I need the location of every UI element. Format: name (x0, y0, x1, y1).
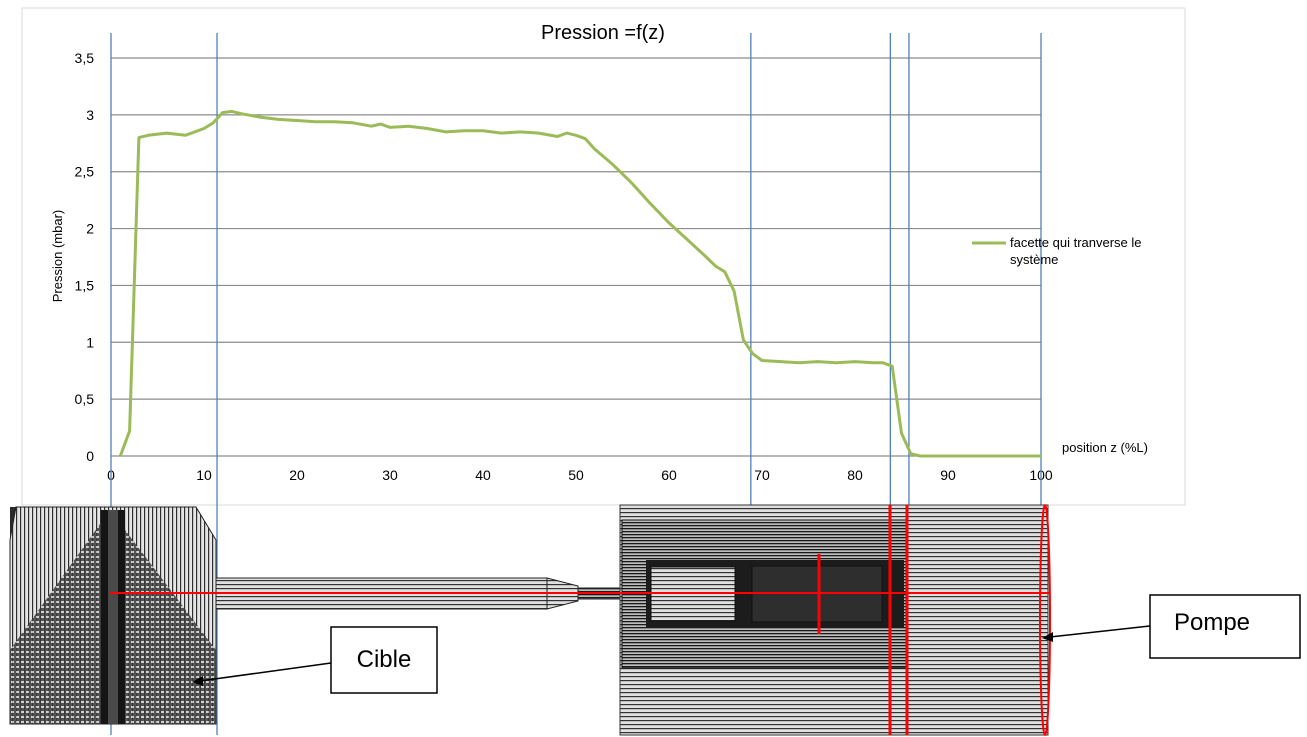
chart-frame (21, 7, 1186, 506)
series-line-facette (118, 109, 1041, 458)
target-callout-box (330, 626, 438, 694)
legend-label: facette qui tranverse le système (1010, 235, 1145, 267)
x-tick-label: 60 (661, 467, 677, 483)
y-tick-label: 2 (86, 221, 94, 237)
pump-arrowhead (1042, 632, 1053, 642)
red-sections (110, 505, 1050, 735)
gridlines (111, 57, 1041, 457)
x-tick-label: 80 (847, 467, 863, 483)
target-block (9, 506, 217, 725)
x-axis-title: position z (%L) (1062, 440, 1148, 455)
y-tick-label: 3 (86, 107, 94, 123)
y-tick-label: 2,5 (75, 164, 95, 180)
x-tick-label: 70 (754, 467, 770, 483)
x-tick-label: 90 (940, 467, 956, 483)
y-tick-label: 3,5 (75, 50, 95, 66)
legend-label-line-1: facette qui tranverse le (1010, 235, 1142, 250)
pump-callout-label: Pompe (1174, 609, 1250, 636)
x-tick-label: 10 (196, 467, 212, 483)
x-tick-label: 30 (382, 467, 398, 483)
geometry-schematic: Cible Pompe (9, 504, 1301, 736)
legend-label-line-2: système (1010, 252, 1058, 267)
x-tick-label: 40 (475, 467, 491, 483)
y-tick-label: 1,5 (75, 277, 95, 293)
y-tick-labels: 0 0,5 1 1,5 2 2,5 3 3,5 (75, 50, 95, 464)
target-callout: Cible (192, 626, 438, 694)
y-tick-label: 0,5 (75, 391, 95, 407)
pump-outlet-ring (1039, 504, 1051, 736)
y-tick-label: 0 (86, 448, 94, 464)
pump-callout-box (1149, 594, 1301, 659)
chart-title: Pression =f(z) (541, 22, 665, 44)
pump-chamber (619, 504, 1051, 736)
y-axis-title: Pression (mbar) (50, 210, 65, 302)
x-tick-label: 20 (289, 467, 305, 483)
target-callout-label: Cible (357, 646, 412, 673)
pump-callout: Pompe (1042, 594, 1301, 659)
target-arrowhead (192, 676, 203, 686)
x-tick-label: 50 (568, 467, 584, 483)
y-tick-label: 1 (86, 334, 94, 350)
